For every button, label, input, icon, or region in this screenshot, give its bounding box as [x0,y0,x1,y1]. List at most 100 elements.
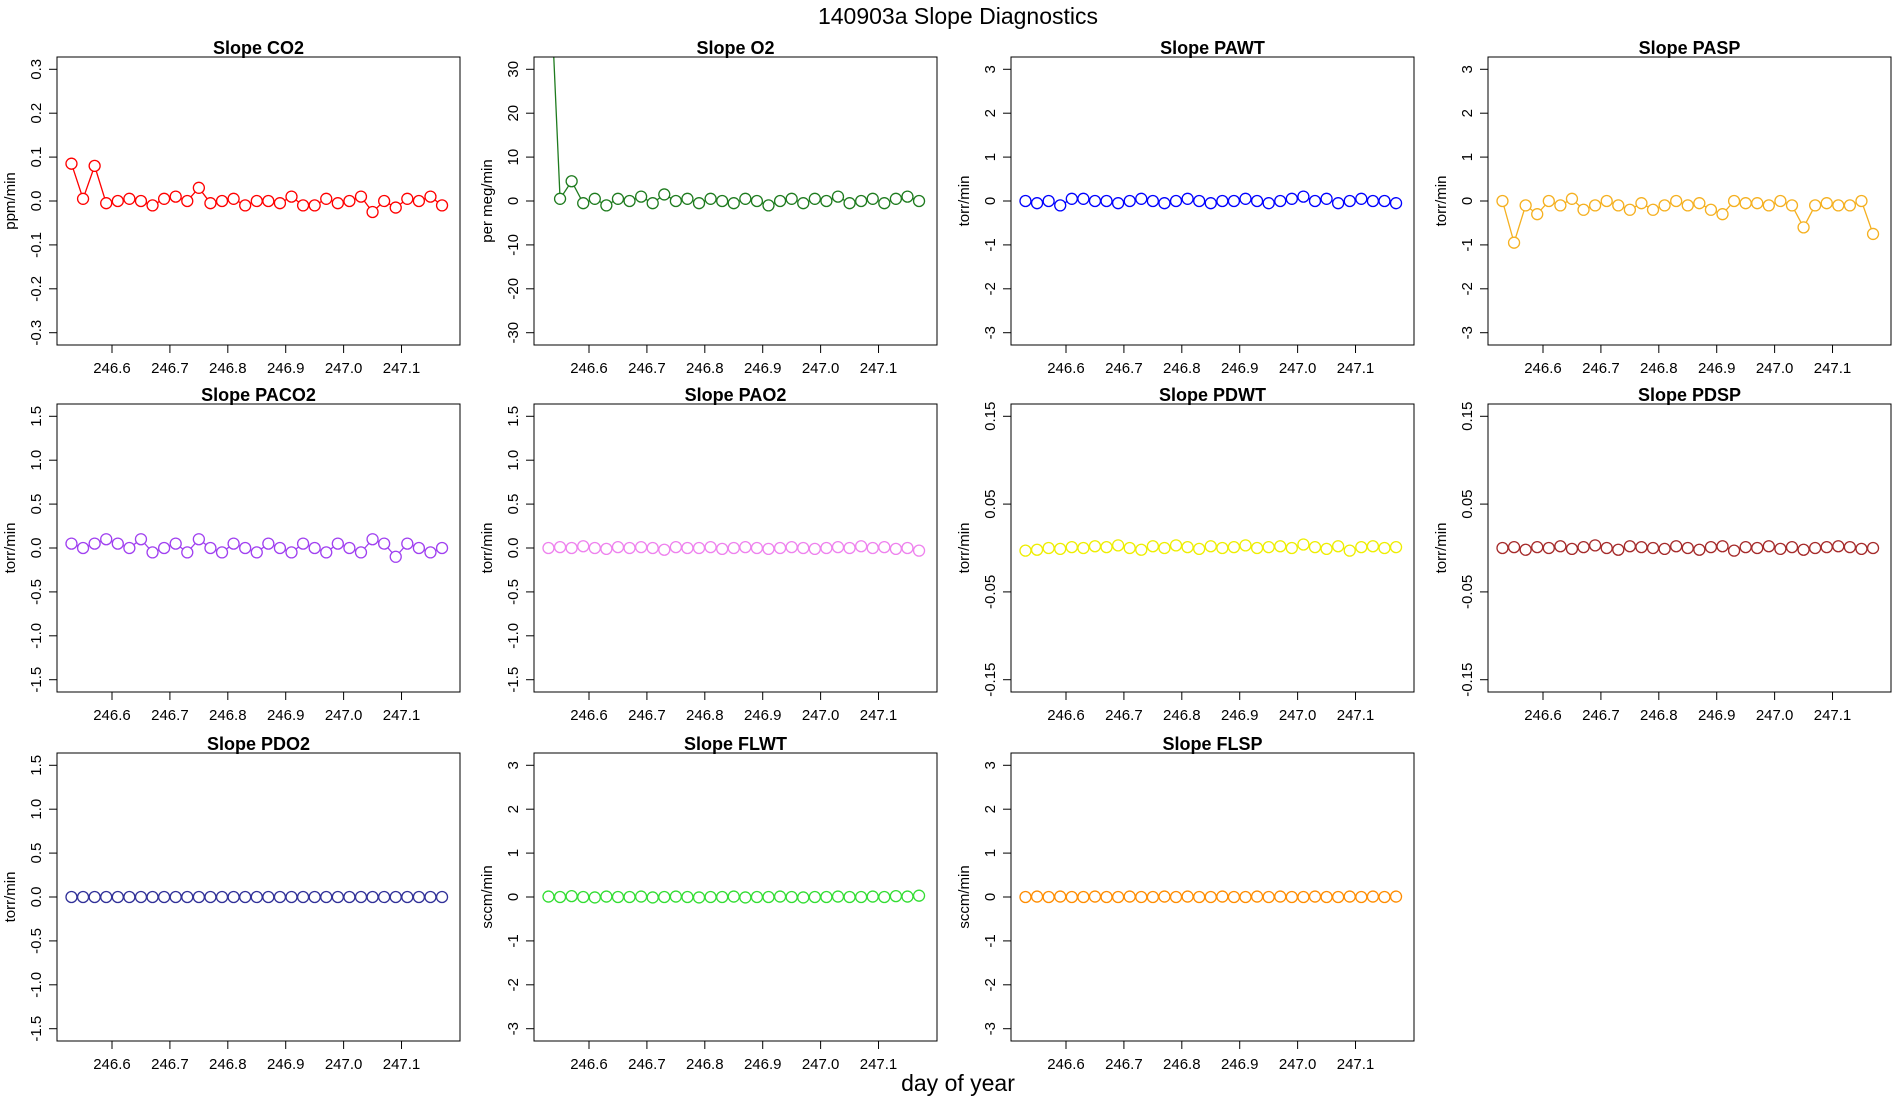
data-point [1507,236,1521,249]
panel-title: Slope O2 [696,38,774,58]
data-point [1866,541,1880,555]
data-point [1216,541,1229,555]
y-tick-label: 1.5 [505,406,522,427]
y-tick-label: -0.5 [28,928,45,954]
panel: Slope PACO2 torr/min 246.6 246.7 246.8 246.9 2… [2,385,461,724]
y-tick-label: -0.15 [982,663,999,697]
data-point [1646,541,1660,555]
data-point [1531,540,1544,554]
data-point [1204,890,1217,904]
data-point [739,891,752,904]
data-point [727,890,740,903]
data-point [1100,194,1113,208]
data-point [331,890,344,904]
data-point [1832,540,1845,553]
x-tick-label: 247.1 [860,707,898,724]
y-tick-label: 3 [1459,65,1476,73]
data-point [1681,199,1694,212]
data-point [1204,540,1217,553]
x-tick-label: 246.8 [209,1056,247,1073]
data-point [1088,194,1102,208]
data-point [750,890,764,904]
y-tick-label: 20 [505,105,522,122]
data-point [308,890,321,904]
data-point [692,891,706,904]
data-point [1285,541,1298,555]
data-point [912,544,926,557]
data-point [681,192,694,205]
x-tick-label: 247.1 [1814,360,1852,377]
x-tick-label: 246.8 [1640,360,1678,377]
x-tick-label: 246.9 [1221,1056,1259,1073]
data-point [262,890,275,904]
x-tick-label: 247.0 [802,1056,840,1073]
data-point [1751,197,1764,210]
data-point [1577,203,1590,216]
y-tick-label: 0.05 [1459,489,1476,518]
data-point [750,194,764,208]
data-point [1019,890,1032,904]
data-point [1389,890,1403,903]
data-point [1658,542,1671,556]
x-tick-label: 246.6 [570,1056,608,1073]
data-point [1855,194,1868,208]
data-point [669,194,683,208]
y-tick-label: 1.5 [28,755,45,776]
data-point [1111,539,1125,552]
data-point [1343,194,1356,208]
y-tick-label: -2 [982,978,999,991]
data-point [727,541,740,555]
data-point [704,890,717,904]
y-axis-label: torr/min [2,523,19,574]
data-point [401,192,414,205]
data-point [843,197,856,210]
y-tick-label: -0.2 [28,276,45,302]
x-tick-label: 246.9 [744,1056,782,1073]
x-tick-label: 246.7 [151,707,189,724]
y-tick-label: 0.1 [28,147,45,168]
data-point [76,890,90,904]
y-tick-label: -3 [982,326,999,339]
data-point [588,192,601,205]
data-point [1739,197,1752,210]
y-tick-label: 0.0 [28,191,45,212]
data-point [669,540,683,554]
data-point [285,190,298,203]
x-tick-label: 246.9 [744,360,782,377]
data-point [435,890,449,904]
panel-title: Slope CO2 [213,38,304,58]
data-point [1600,194,1613,208]
data-point [100,890,113,904]
data-point [239,199,252,212]
data-point [1808,199,1822,212]
data-point [157,890,171,904]
data-point [600,199,613,212]
x-tick-label: 246.7 [1582,707,1620,724]
data-point [1612,199,1625,212]
x-tick-label: 246.9 [267,707,305,724]
data-point [389,201,402,214]
data-point [1100,540,1113,554]
data-point [1774,542,1787,556]
data-point [1193,194,1206,208]
data-point [843,541,856,555]
data-point [1646,203,1660,216]
panel-title: Slope PDWT [1159,385,1266,405]
data-point [739,192,752,205]
panel-title: Slope FLSP [1162,734,1262,754]
y-axis-label: torr/min [1433,523,1450,574]
plot-layer [1496,539,1880,557]
panel: Slope PASP torr/min 246.6 246.7 246.8 246.9 24… [1433,38,1892,377]
data-point [704,192,717,205]
panel-title: Slope PAWT [1160,38,1265,58]
data-point [1762,540,1775,553]
y-tick-label: 1 [982,153,999,161]
data-point [123,192,136,205]
x-tick-label: 246.8 [1163,1056,1201,1073]
data-point [1042,890,1055,904]
data-point [1751,541,1764,555]
data-point [600,890,613,903]
data-point [1123,541,1136,555]
data-point [1389,197,1403,210]
data-point [1623,540,1637,553]
